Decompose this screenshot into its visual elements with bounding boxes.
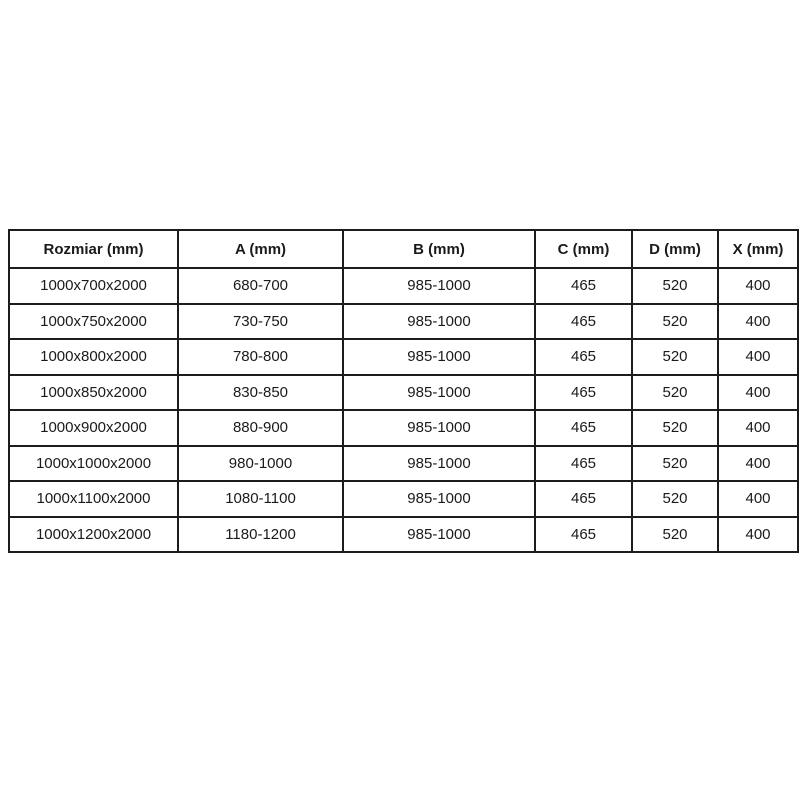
table-row: 1000x850x2000 830-850 985-1000 465 520 400 <box>8 373 799 411</box>
table-header: Rozmiar (mm) A (mm) B (mm) C (mm) D (mm) X (m… <box>8 229 799 269</box>
table-cell: 985-1000 <box>342 338 536 376</box>
table-cell: 1000x900x2000 <box>8 409 179 447</box>
table-cell: 980-1000 <box>177 444 344 482</box>
table-cell: 400 <box>717 373 799 411</box>
table-cell: 465 <box>534 409 633 447</box>
table-cell: 520 <box>631 338 719 376</box>
table-cell: 520 <box>631 267 719 305</box>
table-cell: 1000x1000x2000 <box>8 444 179 482</box>
table-cell: 830-850 <box>177 373 344 411</box>
table-cell: 985-1000 <box>342 373 536 411</box>
header-cell: X (mm) <box>717 229 799 269</box>
table-cell: 1000x1100x2000 <box>8 480 179 518</box>
table-cell: 985-1000 <box>342 480 536 518</box>
header-cell: C (mm) <box>534 229 633 269</box>
table-cell: 1000x850x2000 <box>8 373 179 411</box>
table-cell: 730-750 <box>177 302 344 340</box>
table-cell: 1180-1200 <box>177 515 344 553</box>
table-cell: 520 <box>631 302 719 340</box>
table-cell: 985-1000 <box>342 267 536 305</box>
table-row: 1000x750x2000 730-750 985-1000 465 520 400 <box>8 302 799 340</box>
table-row: 1000x900x2000 880-900 985-1000 465 520 400 <box>8 409 799 447</box>
table-cell: 1000x800x2000 <box>8 338 179 376</box>
table-cell: 465 <box>534 267 633 305</box>
table-cell: 520 <box>631 444 719 482</box>
table-cell: 400 <box>717 267 799 305</box>
table-cell: 465 <box>534 515 633 553</box>
table-cell: 1000x750x2000 <box>8 302 179 340</box>
table-cell: 400 <box>717 409 799 447</box>
table-body: 1000x700x2000 680-700 985-1000 465 520 400 100… <box>8 267 799 553</box>
table-cell: 520 <box>631 373 719 411</box>
table-cell: 985-1000 <box>342 302 536 340</box>
table-row: 1000x700x2000 680-700 985-1000 465 520 400 <box>8 267 799 305</box>
table-cell: 1080-1100 <box>177 480 344 518</box>
table-cell: 400 <box>717 515 799 553</box>
table-cell: 400 <box>717 444 799 482</box>
table-cell: 985-1000 <box>342 515 536 553</box>
table-cell: 880-900 <box>177 409 344 447</box>
table-cell: 400 <box>717 302 799 340</box>
table-row: 1000x1200x2000 1180-1200 985-1000 465 520 400 <box>8 515 799 553</box>
table-cell: 465 <box>534 480 633 518</box>
table-cell: 465 <box>534 373 633 411</box>
table-cell: 520 <box>631 515 719 553</box>
table-cell: 400 <box>717 338 799 376</box>
table-cell: 465 <box>534 302 633 340</box>
size-spec-table: Rozmiar (mm) A (mm) B (mm) C (mm) D (mm) X (m… <box>8 229 799 553</box>
table-cell: 680-700 <box>177 267 344 305</box>
table-cell: 465 <box>534 444 633 482</box>
header-cell: A (mm) <box>177 229 344 269</box>
table-cell: 520 <box>631 409 719 447</box>
size-spec-table-container: Rozmiar (mm) A (mm) B (mm) C (mm) D (mm) X (m… <box>8 229 799 553</box>
table-cell: 985-1000 <box>342 409 536 447</box>
table-row: 1000x800x2000 780-800 985-1000 465 520 400 <box>8 338 799 376</box>
header-cell: D (mm) <box>631 229 719 269</box>
table-cell: 780-800 <box>177 338 344 376</box>
header-row: Rozmiar (mm) A (mm) B (mm) C (mm) D (mm) X (m… <box>8 229 799 269</box>
table-cell: 400 <box>717 480 799 518</box>
table-cell: 465 <box>534 338 633 376</box>
table-row: 1000x1100x2000 1080-1100 985-1000 465 520 400 <box>8 480 799 518</box>
header-cell: Rozmiar (mm) <box>8 229 179 269</box>
header-cell: B (mm) <box>342 229 536 269</box>
table-row: 1000x1000x2000 980-1000 985-1000 465 520 400 <box>8 444 799 482</box>
table-cell: 520 <box>631 480 719 518</box>
table-cell: 1000x700x2000 <box>8 267 179 305</box>
table-cell: 985-1000 <box>342 444 536 482</box>
table-cell: 1000x1200x2000 <box>8 515 179 553</box>
